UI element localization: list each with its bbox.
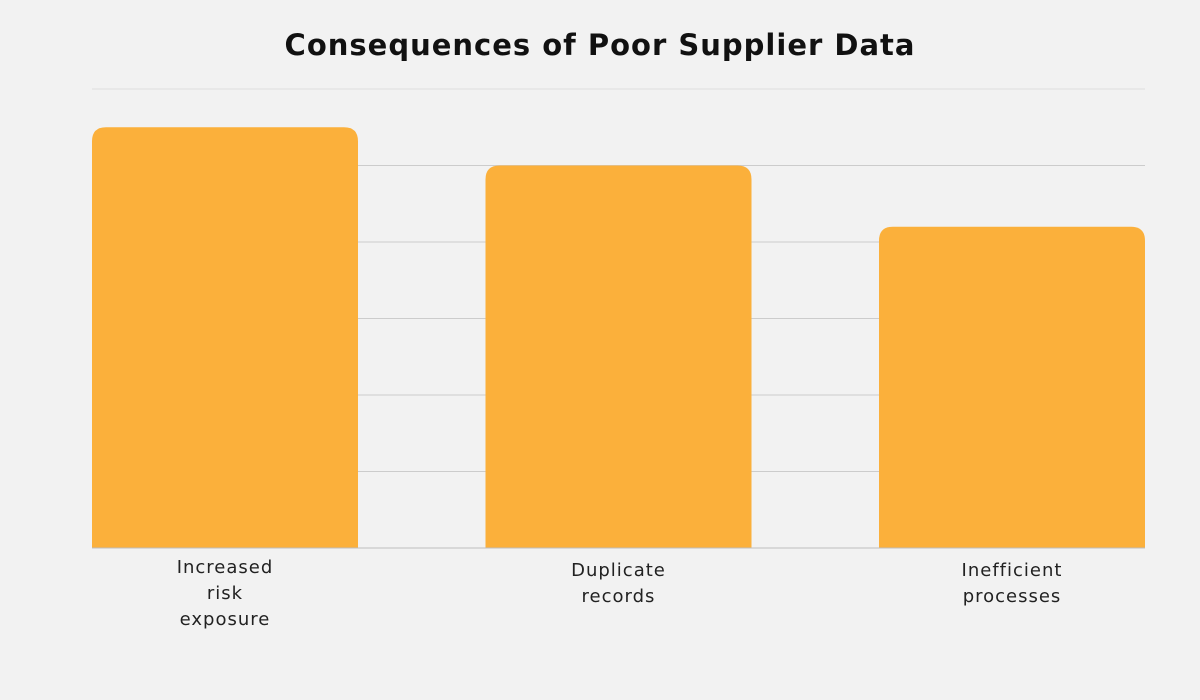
bar-3 — [879, 226, 1145, 548]
x-tick-labels: Increased risk exposure Duplicate records Ine… — [177, 557, 1063, 630]
bar-1 — [92, 127, 358, 548]
x-tick-label: Duplicate records — [571, 560, 666, 607]
bars — [92, 127, 1145, 548]
x-tick-label: Inefficient processes — [962, 560, 1063, 607]
x-tick-label: Increased risk exposure — [177, 557, 274, 630]
bar-2 — [485, 165, 752, 548]
chart-title: Consequences of Poor Supplier Data — [284, 28, 916, 62]
